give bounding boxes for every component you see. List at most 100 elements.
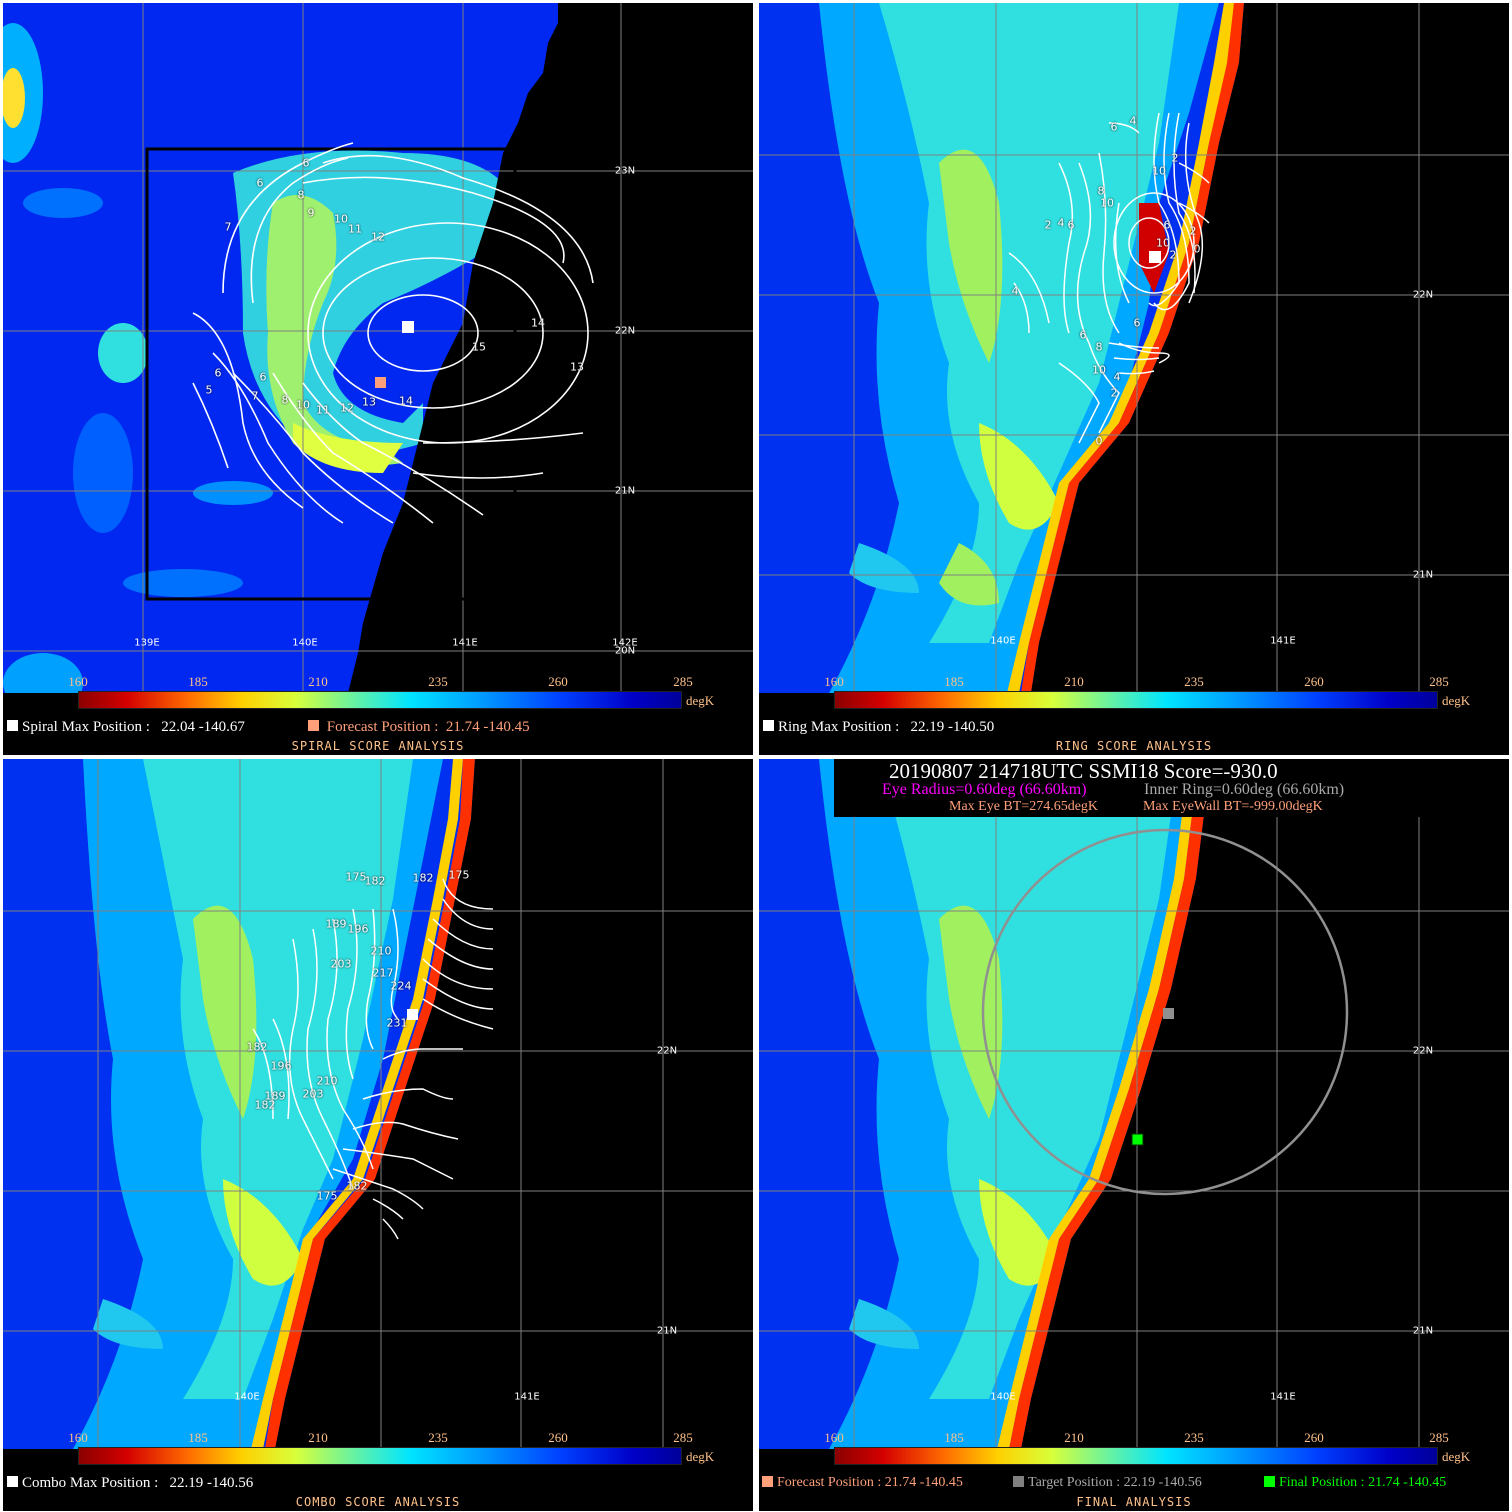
spiral-max-marker	[402, 321, 414, 333]
contour-label: 224	[390, 979, 412, 993]
lat-label: 22N	[614, 325, 636, 337]
lat-label: 21N	[656, 1325, 678, 1337]
colorbar-tick: 235	[428, 1430, 448, 1445]
ring-max-value: 22.19 -140.50	[910, 719, 995, 735]
forecast-square-icon	[308, 720, 319, 731]
spiral-score-map	[3, 3, 753, 693]
final-forecast-label: Forecast Position : 21.74 -140.45	[777, 1475, 963, 1490]
spiral-panel-title: SPIRAL SCORE ANALYSIS	[291, 739, 465, 753]
colorbar-tick: 160	[824, 674, 844, 689]
lon-label: 141E	[514, 1391, 540, 1403]
colorbar-tick: 185	[944, 1430, 964, 1445]
combo-max-value: 22.19 -140.56	[169, 1475, 254, 1491]
final-analysis-panel: 20190807 214718UTC SSMI18 Score=-930.0 E…	[759, 759, 1509, 1511]
colorbar-tick: 160	[68, 674, 88, 689]
ring-max-label: Ring Max Position :	[778, 719, 900, 735]
final-square-icon	[1264, 1476, 1275, 1487]
colorbar-tick: 210	[1064, 1430, 1084, 1445]
contour-label: 6	[1079, 328, 1087, 342]
contour-label: 7	[224, 220, 232, 234]
colorbar-unit: degK	[1442, 693, 1471, 708]
contour-label: 4	[1113, 370, 1121, 384]
contour-label: 6	[214, 366, 222, 380]
final-header: 20190807 214718UTC SSMI18 Score=-930.0 E…	[834, 759, 1436, 817]
combo-score-map	[3, 759, 753, 1449]
contour-label: 6	[1067, 218, 1075, 232]
colorbar-tick: 235	[1184, 1430, 1204, 1445]
spiral-forecast-label: Forecast Position :	[326, 719, 439, 735]
lat-label: 20N	[614, 645, 636, 657]
colorbar-tick: 210	[308, 674, 328, 689]
contour-label: 8	[297, 188, 305, 202]
contour-label: 0	[1193, 242, 1201, 256]
contour-label: 6	[259, 370, 267, 384]
contour-label: 4	[1011, 284, 1019, 298]
colorbar-tick: 235	[1184, 674, 1204, 689]
contour-label: 13	[570, 360, 584, 374]
eye-radius-text: Eye Radius=0.60deg (66.60km)	[882, 781, 1087, 798]
contour-label: 10	[1092, 363, 1106, 377]
contour-label: 10	[296, 398, 310, 412]
lon-label: 141E	[452, 637, 478, 649]
contour-label: 10	[1100, 196, 1114, 210]
final-analysis-map	[759, 759, 1509, 1449]
contour-label: 210	[370, 944, 392, 958]
final-forecast-position: Forecast Position : 21.74 -140.45	[762, 1475, 963, 1491]
colorbar	[834, 1447, 1438, 1465]
contour-label: 6	[1163, 218, 1171, 232]
contour-label: 12	[371, 230, 385, 244]
colorbar-tick: 285	[673, 674, 693, 689]
contour-label: 2	[1171, 151, 1179, 165]
contour-label: 2	[1044, 218, 1052, 232]
contour-label: 175	[316, 1189, 338, 1203]
final-marker	[1131, 1133, 1144, 1146]
contour-label: 15	[472, 340, 486, 354]
lon-label: 141E	[1270, 1391, 1296, 1403]
ring-score-map	[759, 3, 1509, 693]
contour-label: 8	[281, 393, 289, 407]
lat-label: 21N	[1412, 569, 1434, 581]
contour-label: 196	[347, 922, 369, 936]
spiral-max-position: Spiral Max Position : 22.04 -140.67	[7, 719, 245, 736]
contour-label: 8	[1097, 184, 1105, 198]
ring-panel-title: RING SCORE ANALYSIS	[1055, 739, 1213, 753]
colorbar-tick: 285	[1429, 674, 1449, 689]
contour-label: 13	[362, 395, 376, 409]
contour-label: 182	[346, 1179, 368, 1193]
spiral-max-label: Spiral Max Position :	[22, 719, 150, 735]
final-final-position: Final Position : 21.74 -140.45	[1264, 1475, 1446, 1491]
lat-label: 22N	[1412, 1045, 1434, 1057]
colorbar-tick: 235	[428, 674, 448, 689]
max-eye-bt-text: Max Eye BT=274.65degK	[949, 799, 1099, 814]
target-square-icon	[1013, 1476, 1024, 1487]
spiral-forecast-value: 21.74 -140.45	[445, 719, 530, 735]
contour-label: 231	[386, 1016, 408, 1030]
lon-label: 140E	[234, 1391, 260, 1403]
ring-max-marker	[1149, 251, 1161, 263]
lat-label: 22N	[1412, 289, 1434, 301]
combo-max-marker	[407, 1009, 418, 1020]
colorbar-unit: degK	[686, 1449, 715, 1464]
final-final-label: Final Position : 21.74 -140.45	[1279, 1475, 1447, 1490]
white-square-icon	[7, 1476, 18, 1487]
spiral-max-value: 22.04 -140.67	[161, 719, 245, 735]
colorbar-tick: 185	[944, 674, 964, 689]
header-datetime-score: 20190807 214718UTC SSMI18 Score=-930.0	[889, 759, 1278, 783]
lon-label: 139E	[134, 637, 160, 649]
max-eyewall-bt-text: Max EyeWall BT=-999.00degK	[1143, 799, 1323, 814]
contour-label: 175	[345, 870, 367, 884]
combo-score-panel: 175 182 182 175 189 196 203 210 217 224 …	[3, 759, 753, 1511]
combo-contours	[252, 878, 494, 1240]
contour-label: 2	[1110, 386, 1118, 400]
colorbar-tick: 185	[188, 1430, 208, 1445]
contour-label: 11	[316, 403, 330, 417]
contour-label: 9	[307, 206, 315, 220]
white-square-icon	[763, 720, 774, 731]
target-marker	[1163, 1008, 1174, 1019]
colorbar-tick: 260	[1304, 674, 1324, 689]
contour-label: 217	[372, 966, 394, 980]
contour-label: 189	[325, 917, 347, 931]
colorbar-unit: degK	[686, 693, 715, 708]
lon-label: 140E	[292, 637, 318, 649]
ring-contours	[1008, 112, 1210, 444]
